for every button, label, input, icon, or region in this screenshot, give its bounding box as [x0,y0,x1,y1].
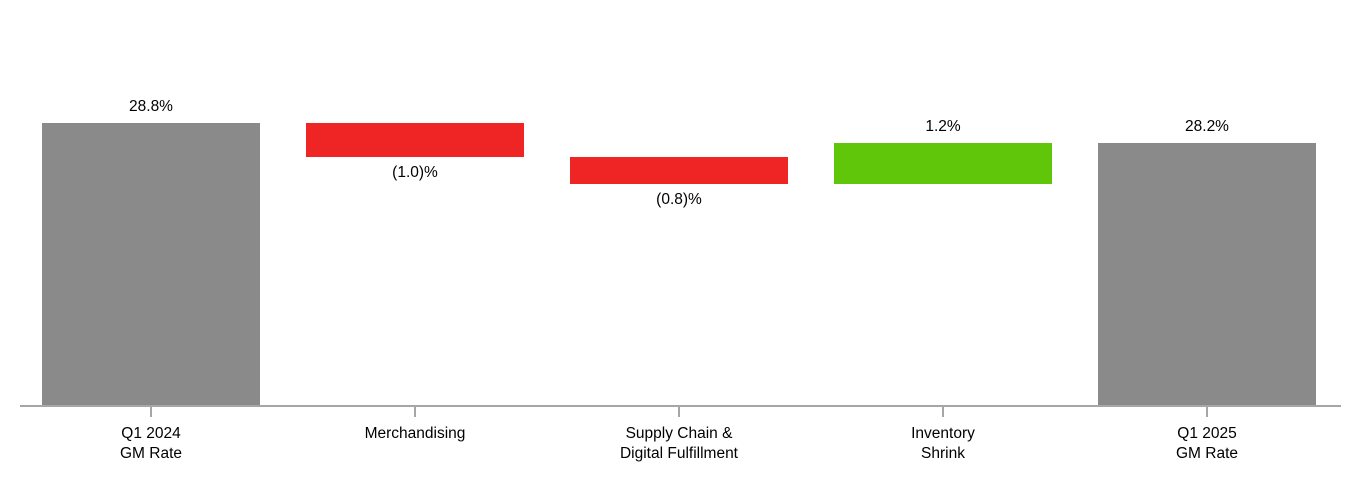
waterfall-bar-q1-2024-gm-rate [42,122,260,405]
axis-tick-supply-chain-digital-fulfillment [678,407,680,417]
category-label-line: Supply Chain & [625,425,733,442]
category-label-line: Merchandising [364,425,466,442]
axis-tick-q1-2025-gm-rate [1206,407,1208,417]
category-label-line: Shrink [921,445,965,462]
category-label-q1-2025-gm-rate: Q1 2025 GM Rate [1087,424,1327,464]
category-label-line: Q1 2024 [121,425,181,442]
value-label-supply-chain-digital-fulfillment: (0.8)% [656,191,702,208]
category-label-line: GM Rate [1175,445,1238,462]
waterfall-bar-q1-2025-gm-rate [1098,143,1316,405]
value-label-q1-2024-gm-rate: 28.8% [129,97,173,115]
waterfall-bar-supply-chain-digital-fulfillment [570,156,788,184]
category-label-line: Q1 2025 [1177,425,1237,442]
axis-tick-merchandising [414,407,416,417]
waterfall-bar-merchandising [306,122,524,157]
category-label-line: GM Rate [119,445,182,462]
axis-tick-inventory-shrink [942,407,944,417]
category-label-supply-chain-digital-fulfillment: Supply Chain & Digital Fulfillment [559,424,799,464]
value-label-q1-2025-gm-rate: 28.2% [1185,118,1229,136]
category-label-q1-2024-gm-rate: Q1 2024 GM Rate [31,424,271,464]
category-label-line: Digital Fulfillment [619,445,738,462]
value-label-inventory-shrink: 1.2% [925,118,961,136]
category-label-merchandising: Merchandising [295,424,535,444]
axis-tick-q1-2024-gm-rate [150,407,152,417]
value-label-merchandising: (1.0)% [392,163,438,181]
waterfall-bar-inventory-shrink [834,143,1052,184]
x-axis-baseline [20,405,1341,407]
category-label-line: Inventory [911,425,975,442]
category-label-inventory-shrink: Inventory Shrink [823,424,1063,464]
